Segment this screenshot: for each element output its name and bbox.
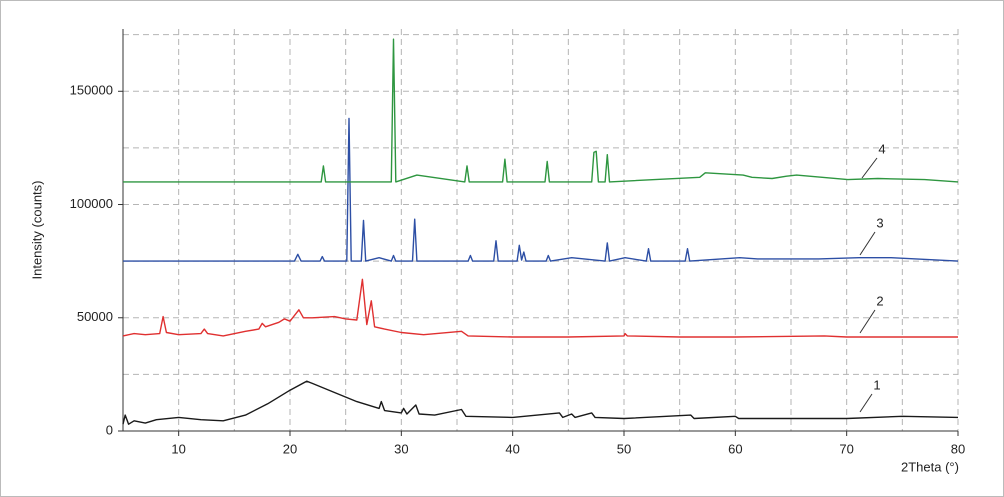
leader-line xyxy=(859,231,876,256)
annotation: 2 xyxy=(876,293,883,308)
x-tick-label: 40 xyxy=(505,441,519,456)
y-tick-label: 50000 xyxy=(77,309,113,324)
leader-line xyxy=(861,157,878,179)
y-tick-label: 100000 xyxy=(70,196,113,211)
data-line xyxy=(123,117,959,262)
y-axis-title: Intensity (counts) xyxy=(29,181,44,280)
x-axis-title: 2Theta (°) xyxy=(901,459,959,474)
leader-line xyxy=(859,393,873,413)
annotation: 3 xyxy=(876,215,883,230)
data-line xyxy=(123,38,959,183)
annotation: 1 xyxy=(873,377,880,392)
annotation: 4 xyxy=(878,141,885,156)
x-tick-label: 20 xyxy=(283,441,297,456)
y-tick-label: 150000 xyxy=(70,83,113,98)
leader-line xyxy=(859,309,876,334)
y-tick-label: 0 xyxy=(106,422,113,437)
x-tick-label: 60 xyxy=(728,441,742,456)
x-tick-label: 10 xyxy=(171,441,185,456)
x-tick-label: 70 xyxy=(839,441,853,456)
x-tick-label: 80 xyxy=(951,441,965,456)
data-line xyxy=(122,380,959,425)
x-tick-label: 50 xyxy=(617,441,631,456)
data-line xyxy=(122,278,958,338)
x-tick-label: 30 xyxy=(394,441,408,456)
